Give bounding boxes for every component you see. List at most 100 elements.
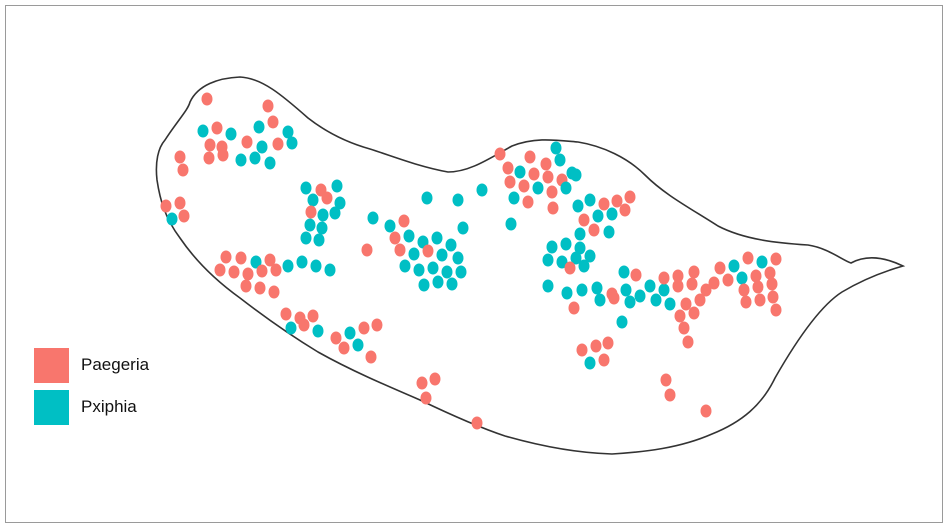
paegeria-point	[714, 261, 726, 275]
paegeria-point	[542, 170, 554, 184]
paegeria-point	[177, 163, 189, 177]
pxiphia-point	[560, 237, 572, 251]
paegeria-point	[471, 416, 483, 430]
paegeria-point	[578, 213, 590, 227]
paegeria-point	[365, 350, 377, 364]
paegeria-point	[420, 391, 432, 405]
pxiphia-point	[166, 212, 178, 226]
pxiphia-point	[554, 153, 566, 167]
pxiphia-point	[446, 277, 458, 291]
pxiphia-point	[253, 120, 265, 134]
pxiphia-point	[570, 251, 582, 265]
pxiphia-point	[316, 221, 328, 235]
paegeria-point	[203, 151, 215, 165]
paegeria-point	[174, 150, 186, 164]
pxiphia-point	[235, 153, 247, 167]
pxiphia-point	[285, 321, 297, 335]
legend-item-paegeria: Paegeria	[34, 346, 149, 384]
legend-item-pxiphia: Pxiphia	[34, 388, 149, 426]
paegeria-point	[700, 283, 712, 297]
paegeria-point	[504, 175, 516, 189]
pxiphia-point	[664, 297, 676, 311]
paegeria-point	[686, 277, 698, 291]
pxiphia-point	[304, 218, 316, 232]
pxiphia-point	[249, 151, 261, 165]
pxiphia-point	[300, 231, 312, 245]
paegeria-point	[700, 404, 712, 418]
paegeria-point	[540, 157, 552, 171]
paegeria-point	[429, 372, 441, 386]
pxiphia-point	[532, 181, 544, 195]
pxiphia-point	[542, 253, 554, 267]
pxiphia-point	[736, 271, 748, 285]
paegeria-point	[694, 293, 706, 307]
pxiphia-point	[457, 221, 469, 235]
pxiphia-point	[313, 233, 325, 247]
occurrence-points	[160, 92, 782, 430]
legend: Paegeria Pxiphia	[34, 346, 149, 430]
pxiphia-point	[616, 315, 628, 329]
paegeria-point	[494, 147, 506, 161]
paegeria-point	[611, 194, 623, 208]
pxiphia-point	[334, 196, 346, 210]
pxiphia-point	[476, 183, 488, 197]
paegeria-point	[630, 268, 642, 282]
paegeria-point	[422, 244, 434, 258]
paegeria-point	[371, 318, 383, 332]
pxiphia-point	[452, 193, 464, 207]
paegeria-point	[235, 251, 247, 265]
paegeria-point	[682, 335, 694, 349]
pxiphia-point	[452, 251, 464, 265]
paegeria-point	[256, 264, 268, 278]
paegeria-point	[217, 148, 229, 162]
paegeria-point	[398, 214, 410, 228]
pxiphia-point	[620, 283, 632, 297]
paegeria-point	[767, 290, 779, 304]
pxiphia-point	[384, 219, 396, 233]
pxiphia-point	[556, 255, 568, 269]
pxiphia-point	[584, 356, 596, 370]
pxiphia-point	[427, 261, 439, 275]
paegeria-point	[742, 251, 754, 265]
paegeria-point	[750, 269, 762, 283]
pxiphia-point	[634, 289, 646, 303]
pxiphia-point	[606, 207, 618, 221]
pxiphia-point	[296, 255, 308, 269]
paegeria-point	[619, 203, 631, 217]
paegeria-point	[280, 307, 292, 321]
pxiphia-point	[508, 191, 520, 205]
paegeria-point	[598, 197, 610, 211]
paegeria-point	[664, 388, 676, 402]
pxiphia-point	[282, 259, 294, 273]
pxiphia-point	[584, 193, 596, 207]
paegeria-point	[608, 291, 620, 305]
pxiphia-point	[432, 275, 444, 289]
pxiphia-point	[286, 136, 298, 150]
pxiphia-point	[282, 125, 294, 139]
paegeria-point	[272, 137, 284, 151]
paegeria-point	[672, 269, 684, 283]
paegeria-point	[624, 190, 636, 204]
paegeria-point	[524, 150, 536, 164]
pxiphia-point	[594, 293, 606, 307]
pxiphia-point	[592, 209, 604, 223]
paegeria-point	[590, 339, 602, 353]
paegeria-point	[576, 343, 588, 357]
map-frame	[5, 5, 943, 523]
paegeria-point	[546, 185, 558, 199]
paegeria-point	[361, 243, 373, 257]
paegeria-point	[394, 243, 406, 257]
pxiphia-point	[225, 127, 237, 141]
paegeria-point	[321, 191, 333, 205]
pxiphia-point	[445, 238, 457, 252]
paegeria-point	[214, 263, 226, 277]
paegeria-point	[722, 273, 734, 287]
paegeria-point	[770, 303, 782, 317]
paegeria-point	[754, 293, 766, 307]
paegeria-point	[160, 199, 172, 213]
pxiphia-point	[441, 265, 453, 279]
paegeria-point	[680, 297, 692, 311]
legend-label-pxiphia: Pxiphia	[81, 397, 137, 416]
pxiphia-point	[644, 279, 656, 293]
pxiphia-point	[331, 179, 343, 193]
